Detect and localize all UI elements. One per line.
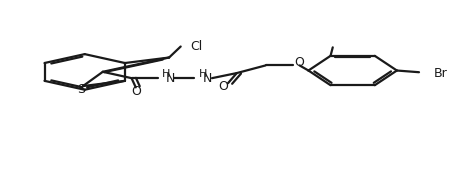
Text: N: N <box>166 72 175 85</box>
Text: O: O <box>295 56 305 69</box>
Text: S: S <box>77 83 85 96</box>
Text: O: O <box>219 81 229 94</box>
Text: N: N <box>203 72 212 85</box>
Text: Br: Br <box>434 67 447 80</box>
Text: H: H <box>162 69 170 79</box>
Text: H: H <box>199 69 207 79</box>
Text: Cl: Cl <box>190 40 202 53</box>
Text: O: O <box>131 85 141 98</box>
